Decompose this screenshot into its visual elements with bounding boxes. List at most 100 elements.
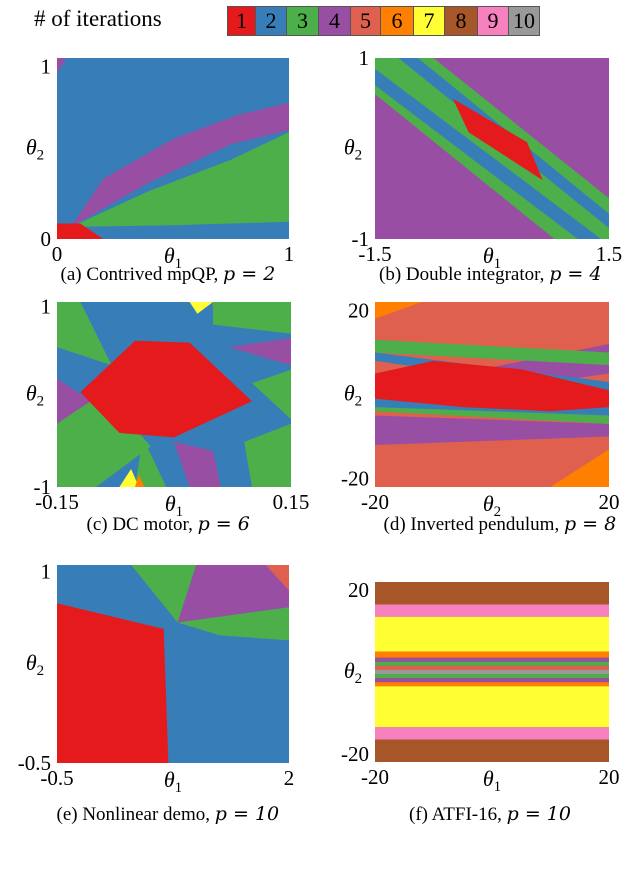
y-tick-label: 1 [41,295,52,319]
y-axis-label: θ2 [26,650,44,679]
x-tick-label: 1 [284,242,295,266]
x-tick-label: 1.5 [596,242,622,266]
y-tick-label: -1 [352,227,370,251]
region-9-iter-3 [135,437,167,487]
region-5-iter-4 [228,338,291,366]
region-3-iter-1 [57,223,104,239]
y-tick-label: 1 [359,46,370,70]
band-11-iter-7 [375,686,609,728]
region-12-iter-6 [135,474,145,487]
panel-caption: (a) Contrived mpQP, p = 2 [60,263,276,285]
region-2-iter-3 [375,339,609,366]
x-axis-label: θ2 [483,491,501,520]
y-tick-label: 1 [41,559,52,583]
legend-entry-1: 1 [227,6,256,36]
region-4-iter-4 [57,58,67,74]
region-1-iter-3 [131,565,197,623]
y-tick-label: 0 [41,227,52,251]
region-5-iter-1 [57,603,169,763]
x-tick-label: -20 [361,490,389,514]
panel-caption: (d) Inverted pendulum, p = 8 [383,513,617,535]
x-tick-label: -0.15 [35,490,79,514]
y-tick-label: 20 [348,298,369,322]
band-1-iter-9 [375,604,609,617]
region-1-iter-4 [70,102,289,227]
region-4-iter-4 [375,415,609,445]
x-axis-label: θ1 [164,243,182,272]
y-tick-label: -20 [341,467,369,491]
region-1-iter-3 [57,302,112,366]
region-8-iter-3 [244,423,291,487]
y-axis-label: θ2 [344,135,362,164]
panel-caption: (f) ATFI-16, p = 10 [409,803,571,825]
x-tick-label: -1.5 [358,242,391,266]
y-axis-label: θ2 [26,381,44,410]
region-11-iter-7 [119,469,139,487]
y-tick-label: 1 [41,55,52,79]
x-axis-label: θ1 [165,491,183,520]
panel-caption: (e) Nonlinear demo, p = 10 [56,803,280,825]
region-6-iter-3 [252,369,291,420]
region-4-iter-3 [57,392,151,487]
y-tick-label: -20 [341,742,369,766]
x-tick-label: 20 [599,490,620,514]
band-5-iter-3 [375,661,609,666]
y-tick-label: -1 [34,475,52,499]
region-10-iter-7 [189,302,213,314]
legend-entry-6: 6 [380,6,414,36]
y-axis-label: θ2 [344,381,362,410]
region-7-iter-4 [174,441,221,487]
iterations-legend: # of iterations 1 2 3 4 5 6 7 8 9 10 [0,0,627,44]
legend-entry-9: 9 [477,6,509,36]
x-tick-label: 0 [52,242,63,266]
region-2-iter-2 [375,68,602,239]
band-7-iter-10 [375,669,609,675]
band-6-iter-5 [375,665,609,670]
legend-title: # of iterations [34,6,162,31]
region-13-iter-1 [80,340,253,438]
band-10-iter-6 [375,682,609,687]
x-tick-label: -20 [361,765,389,789]
y-tick-label: 20 [348,578,369,602]
legend-entry-7: 7 [413,6,445,36]
region-1-iter-3 [375,58,609,239]
y-axis-label: θ2 [26,135,44,164]
x-axis-label: θ1 [483,766,501,795]
band-4-iter-4 [375,657,609,662]
y-tick-label: -0.5 [18,751,51,775]
legend-entry-10: 10 [508,6,540,36]
legend-entry-3: 3 [286,6,319,36]
x-axis-label: θ1 [483,243,501,272]
band-8-iter-3 [375,674,609,679]
region-4-iter-1 [453,98,543,181]
x-tick-label: 2 [284,766,295,790]
panel-caption: (b) Double integrator, p = 4 [379,263,602,285]
legend-entry-5: 5 [350,6,381,36]
region-7-iter-6 [375,302,422,319]
region-2-iter-3 [70,132,289,227]
region-8-iter-6 [550,449,609,487]
band-12-iter-9 [375,727,609,740]
y-axis-label: θ2 [344,658,362,687]
region-2-iter-3 [213,302,291,334]
legend-entry-4: 4 [318,6,351,36]
band-9-iter-4 [375,678,609,683]
legend-entry-8: 8 [444,6,478,36]
band-3-iter-6 [375,651,609,658]
region-3-iter-3 [177,607,289,641]
x-axis-label: θ1 [164,767,182,796]
x-tick-label: -0.5 [40,766,73,790]
x-tick-label: 0.15 [273,490,310,514]
panel-caption: (c) DC motor, p = 6 [86,513,250,535]
region-2-iter-4 [177,565,289,623]
band-2-iter-7 [375,616,609,652]
x-tick-label: 20 [599,765,620,789]
region-4-iter-5 [265,565,289,591]
region-9-iter-1 [375,360,609,412]
